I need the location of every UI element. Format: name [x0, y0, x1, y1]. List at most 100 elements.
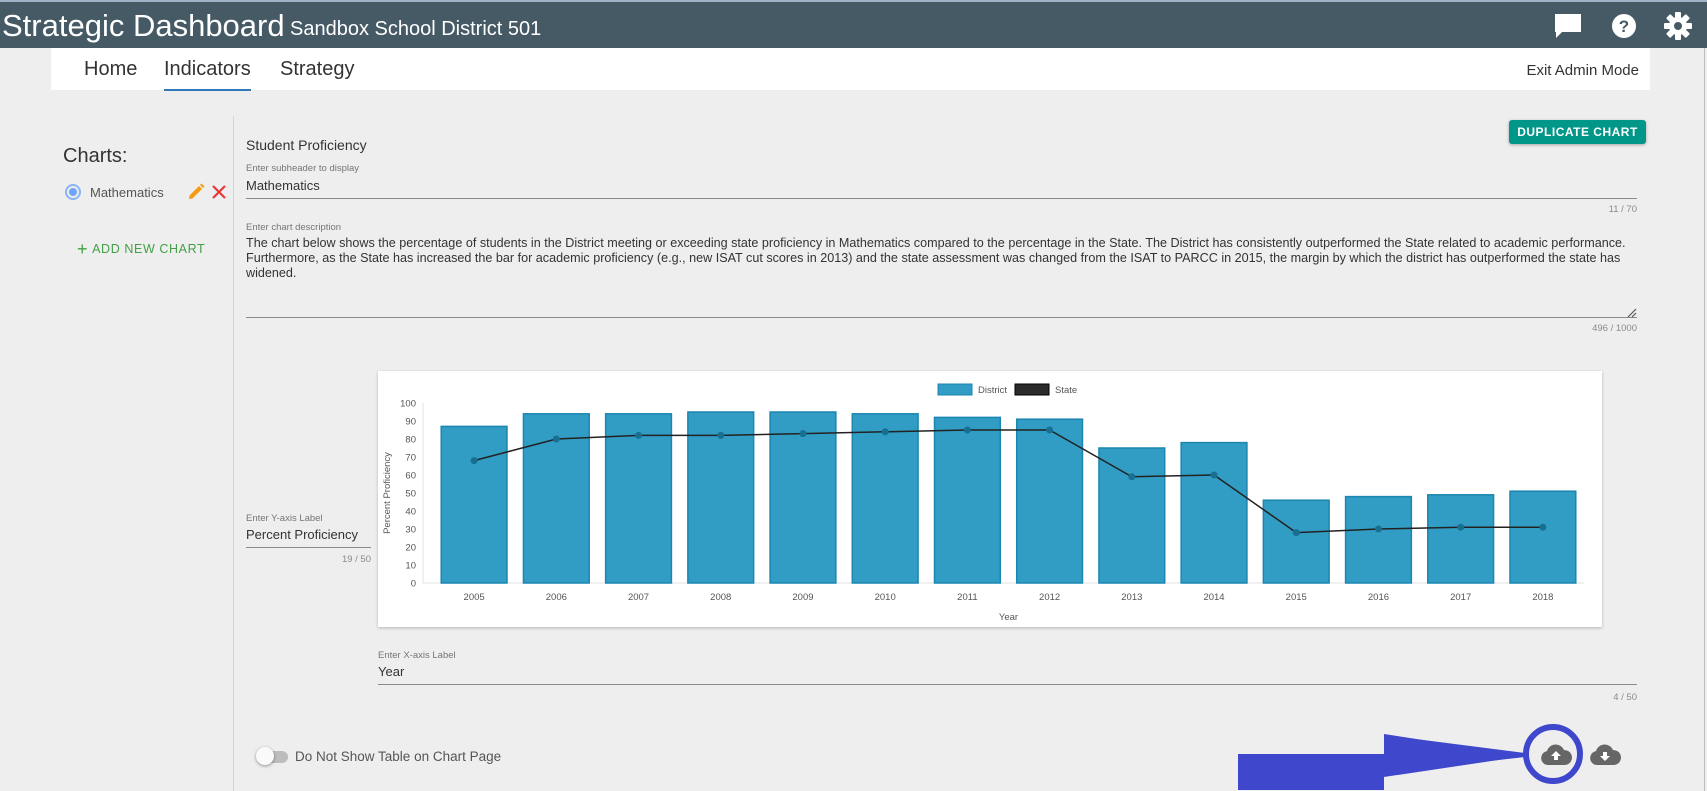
settings-gear-icon[interactable]: [1662, 10, 1694, 42]
toggle-knob: [256, 747, 274, 765]
cloud-download-icon[interactable]: [1589, 743, 1621, 767]
charts-heading: Charts:: [63, 145, 128, 167]
sidebar-divider: [233, 116, 234, 791]
state-point[interactable]: [1210, 471, 1218, 479]
show-table-toggle-label: Do Not Show Table on Chart Page: [295, 749, 502, 764]
chart-plot: 0 10 20 30 40 50 60 70 80 90 100 2005 2006 2007 2008 20…: [382, 383, 1584, 623]
state-point[interactable]: [1128, 473, 1136, 481]
subheader-input[interactable]: [246, 178, 1637, 199]
district-bar[interactable]: [440, 425, 508, 584]
x-axis-label-input[interactable]: [378, 664, 1637, 685]
x-axis-title: Year: [999, 612, 1018, 623]
x-tick-label: 2009: [792, 592, 813, 603]
subheader-label: Enter subheader to display: [246, 163, 360, 174]
x-tick-label: 2014: [1203, 592, 1224, 603]
app-header: Strategic Dashboard Sandbox School Distr…: [0, 0, 1707, 48]
help-icon[interactable]: ?: [1608, 10, 1640, 42]
duplicate-chart-button[interactable]: DUPLICATE CHART: [1509, 120, 1646, 144]
state-point[interactable]: [1046, 426, 1054, 434]
x-tick-label: 2013: [1121, 592, 1142, 603]
show-table-toggle[interactable]: [256, 747, 288, 765]
chat-icon[interactable]: [1552, 10, 1584, 42]
state-point[interactable]: [963, 426, 971, 434]
state-point[interactable]: [881, 428, 889, 436]
district-bar[interactable]: [1015, 418, 1084, 584]
y-axis-counter: 19 / 50: [341, 554, 371, 565]
legend-state-label[interactable]: State: [1055, 385, 1077, 396]
close-delete-icon[interactable]: [210, 183, 228, 201]
y-tick-label: 0: [411, 579, 416, 590]
state-point[interactable]: [799, 430, 807, 438]
pencil-edit-icon[interactable]: [186, 182, 206, 202]
state-point[interactable]: [552, 435, 560, 443]
x-tick-label: 2008: [710, 592, 731, 603]
y-tick-label: 10: [405, 561, 416, 572]
district-bar[interactable]: [769, 411, 837, 584]
plus-icon: +: [77, 239, 89, 259]
state-point[interactable]: [470, 457, 478, 465]
description-counter: 496 / 1000: [1592, 323, 1637, 334]
exit-admin-mode-link[interactable]: Exit Admin Mode: [1526, 62, 1639, 79]
app-title: Strategic Dashboard: [2, 8, 285, 43]
x-tick-label: 2007: [628, 592, 649, 603]
district-bar[interactable]: [933, 416, 1002, 584]
y-tick-label: 50: [405, 489, 416, 500]
tab-strategy[interactable]: Strategy: [280, 58, 355, 80]
district-bar[interactable]: [1344, 495, 1413, 584]
chart-item-label[interactable]: Mathematics: [90, 185, 164, 200]
state-point[interactable]: [1539, 523, 1547, 531]
y-tick-label: 70: [405, 453, 416, 464]
x-axis-counter: 4 / 50: [1613, 692, 1637, 703]
state-point[interactable]: [635, 431, 643, 439]
y-tick-label: 30: [405, 525, 416, 536]
tab-indicators[interactable]: Indicators: [164, 58, 251, 91]
district-bar[interactable]: [851, 413, 919, 584]
legend-state-swatch[interactable]: [1014, 383, 1050, 396]
state-point[interactable]: [1457, 523, 1465, 531]
y-tick-label: 60: [405, 471, 416, 482]
legend-district-swatch[interactable]: [937, 383, 973, 396]
scrollbar-track[interactable]: [1704, 48, 1705, 791]
x-tick-label: 2011: [957, 592, 977, 603]
y-axis-label-input[interactable]: [246, 527, 371, 548]
y-tick-label: 100: [400, 399, 416, 410]
district-name: Sandbox School District 501: [290, 18, 542, 40]
district-bar[interactable]: [1262, 499, 1330, 584]
description-textarea[interactable]: The chart below shows the percentage of …: [246, 236, 1637, 318]
chart-list-item[interactable]: Mathematics: [63, 182, 233, 204]
state-point[interactable]: [1374, 525, 1382, 533]
x-tick-label: 2010: [875, 592, 896, 603]
x-tick-label: 2015: [1286, 592, 1307, 603]
chart-preview-card: 0 10 20 30 40 50 60 70 80 90 100 2005 2006 2007 2008 20…: [378, 371, 1602, 627]
legend-district-label[interactable]: District: [978, 385, 1007, 396]
x-tick-label: 2006: [546, 592, 567, 603]
district-bar[interactable]: [1427, 494, 1495, 584]
district-bar[interactable]: [1509, 490, 1577, 584]
x-tick-label: 2016: [1368, 592, 1389, 603]
state-point[interactable]: [1292, 529, 1300, 537]
x-tick-label: 2017: [1450, 592, 1471, 603]
y-tick-label: 80: [405, 435, 416, 446]
svg-text:?: ?: [1619, 17, 1629, 36]
district-bar[interactable]: [522, 413, 590, 584]
cloud-upload-icon[interactable]: [1540, 743, 1572, 767]
state-line: [473, 429, 1543, 534]
chart-select-radio[interactable]: [65, 184, 81, 200]
add-new-chart-button[interactable]: + ADD NEW CHART: [77, 237, 206, 259]
y-tick-label: 40: [405, 507, 416, 518]
district-bar[interactable]: [1098, 447, 1166, 584]
tab-home[interactable]: Home: [84, 58, 138, 80]
add-new-chart-label: ADD NEW CHART: [92, 242, 206, 256]
nav-bar: Home Indicators Strategy Exit Admin Mode: [51, 48, 1650, 91]
annotation-circle-overlay: [1523, 724, 1583, 784]
resize-handle-icon[interactable]: [1627, 305, 1637, 318]
district-bar[interactable]: [604, 413, 673, 584]
section-title: Student Proficiency: [246, 137, 367, 153]
district-bar[interactable]: [1180, 441, 1248, 584]
district-bar[interactable]: [687, 411, 755, 584]
state-point[interactable]: [717, 431, 725, 439]
y-axis-title: Percent Proficiency: [382, 452, 393, 534]
x-tick-label: 2005: [464, 592, 485, 603]
x-tick-label: 2012: [1039, 592, 1060, 603]
x-axis-field-label: Enter X-axis Label: [378, 650, 456, 661]
